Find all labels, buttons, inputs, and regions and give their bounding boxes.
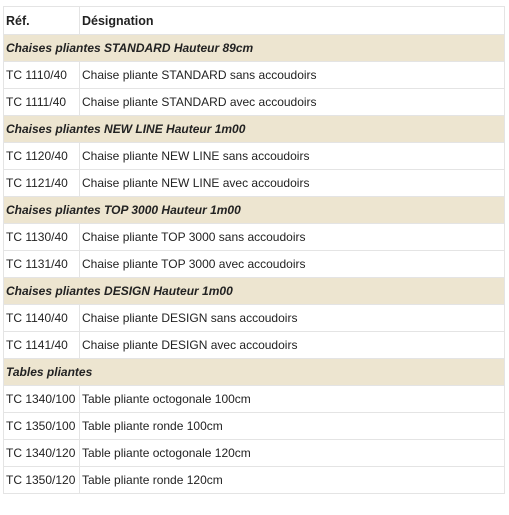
section-title: Chaises pliantes STANDARD Hauteur 89cm (3, 34, 505, 62)
cell-designation: Chaise pliante TOP 3000 sans accoudoirs (79, 223, 505, 251)
table-row: TC 1140/40 Chaise pliante DESIGN sans ac… (3, 304, 505, 332)
header-ref: Réf. (3, 6, 80, 35)
section-row-standard: Chaises pliantes STANDARD Hauteur 89cm (3, 34, 505, 62)
cell-ref: TC 1141/40 (3, 331, 80, 359)
header-designation: Désignation (79, 6, 505, 35)
cell-designation: Table pliante octogonale 120cm (79, 439, 505, 467)
cell-ref: TC 1121/40 (3, 169, 80, 197)
cell-ref: TC 1130/40 (3, 223, 80, 251)
table-row: TC 1131/40 Chaise pliante TOP 3000 avec … (3, 250, 505, 278)
cell-designation: Chaise pliante STANDARD sans accoudoirs (79, 61, 505, 89)
table-row: TC 1141/40 Chaise pliante DESIGN avec ac… (3, 331, 505, 359)
cell-ref: TC 1350/120 (3, 466, 80, 494)
cell-designation: Chaise pliante NEW LINE sans accoudoirs (79, 142, 505, 170)
cell-designation: Chaise pliante DESIGN avec accoudoirs (79, 331, 505, 359)
table-row: TC 1350/120 Table pliante ronde 120cm (3, 466, 505, 494)
cell-ref: TC 1131/40 (3, 250, 80, 278)
table-row: TC 1121/40 Chaise pliante NEW LINE avec … (3, 169, 505, 197)
cell-ref: TC 1350/100 (3, 412, 80, 440)
product-table-container: Réf. Désignation Chaises pliantes STANDA… (3, 6, 505, 494)
section-title: Tables pliantes (3, 358, 505, 386)
cell-designation: Chaise pliante NEW LINE avec accoudoirs (79, 169, 505, 197)
cell-designation: Chaise pliante TOP 3000 avec accoudoirs (79, 250, 505, 278)
cell-ref: TC 1111/40 (3, 88, 80, 116)
section-title: Chaises pliantes DESIGN Hauteur 1m00 (3, 277, 505, 305)
cell-ref: TC 1340/120 (3, 439, 80, 467)
cell-ref: TC 1120/40 (3, 142, 80, 170)
cell-designation: Chaise pliante STANDARD avec accoudoirs (79, 88, 505, 116)
table-row: TC 1111/40 Chaise pliante STANDARD avec … (3, 88, 505, 116)
cell-ref: TC 1340/100 (3, 385, 80, 413)
section-row-new-line: Chaises pliantes NEW LINE Hauteur 1m00 (3, 115, 505, 143)
table-row: TC 1130/40 Chaise pliante TOP 3000 sans … (3, 223, 505, 251)
cell-designation: Chaise pliante DESIGN sans accoudoirs (79, 304, 505, 332)
cell-designation: Table pliante ronde 120cm (79, 466, 505, 494)
section-row-design: Chaises pliantes DESIGN Hauteur 1m00 (3, 277, 505, 305)
table-header-row: Réf. Désignation (3, 6, 505, 35)
table-row: TC 1110/40 Chaise pliante STANDARD sans … (3, 61, 505, 89)
table-row: TC 1350/100 Table pliante ronde 100cm (3, 412, 505, 440)
section-title: Chaises pliantes TOP 3000 Hauteur 1m00 (3, 196, 505, 224)
section-title: Chaises pliantes NEW LINE Hauteur 1m00 (3, 115, 505, 143)
table-row: TC 1120/40 Chaise pliante NEW LINE sans … (3, 142, 505, 170)
product-table: Réf. Désignation Chaises pliantes STANDA… (3, 6, 505, 494)
cell-ref: TC 1110/40 (3, 61, 80, 89)
section-row-tables: Tables pliantes (3, 358, 505, 386)
cell-ref: TC 1140/40 (3, 304, 80, 332)
table-row: TC 1340/120 Table pliante octogonale 120… (3, 439, 505, 467)
table-row: TC 1340/100 Table pliante octogonale 100… (3, 385, 505, 413)
cell-designation: Table pliante octogonale 100cm (79, 385, 505, 413)
cell-designation: Table pliante ronde 100cm (79, 412, 505, 440)
section-row-top-3000: Chaises pliantes TOP 3000 Hauteur 1m00 (3, 196, 505, 224)
